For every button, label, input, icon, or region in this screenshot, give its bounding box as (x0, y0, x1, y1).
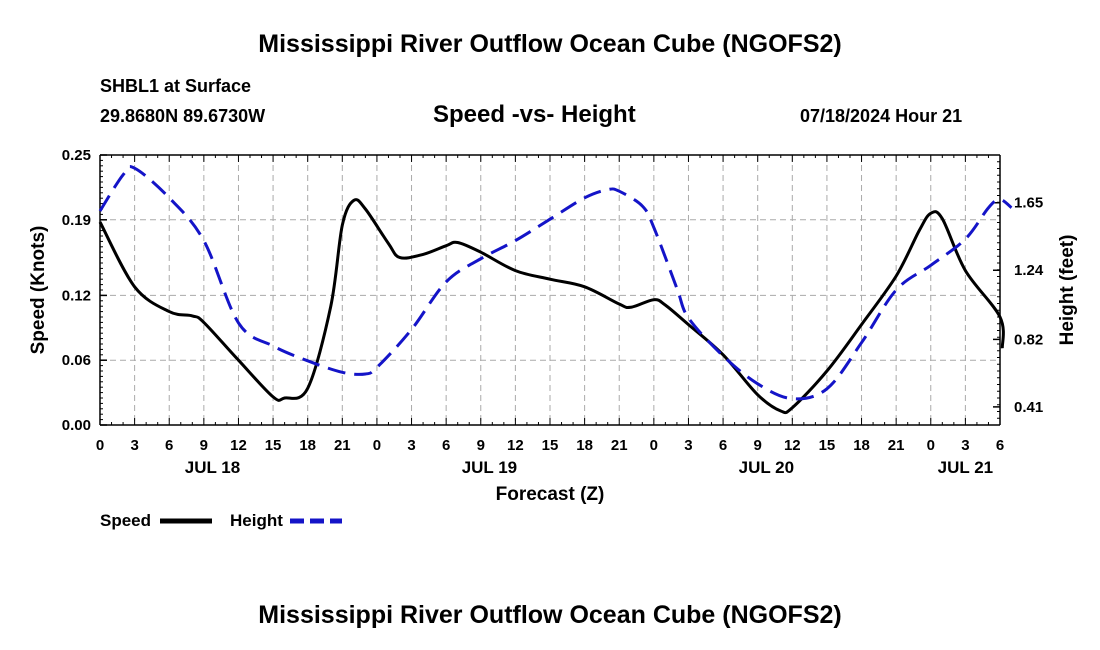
x-tick-label: 18 (299, 437, 316, 454)
day-label: JUL 18 (185, 458, 240, 477)
y-axis-label-left: Speed (Knots) (28, 226, 49, 355)
x-tick-label: 12 (784, 437, 801, 454)
forecast-datetime: 07/18/2024 Hour 21 (800, 106, 963, 126)
station-coordinates: 29.8680N 89.6730W (100, 106, 266, 126)
x-tick-label: 21 (334, 437, 351, 454)
x-tick-label: 3 (407, 437, 415, 454)
chart-title-top: Mississippi River Outflow Ocean Cube (NG… (258, 30, 842, 58)
y-tick-label-right: 0.82 (1014, 331, 1043, 348)
y-axis-label-right: Height (feet) (1057, 235, 1078, 346)
y-tick-label-left: 0.06 (62, 352, 91, 369)
x-tick-label: 15 (265, 437, 282, 454)
x-tick-label: 18 (853, 437, 870, 454)
y-tick-label-left: 0.25 (62, 147, 91, 164)
station-label: SHBL1 at Surface (100, 76, 252, 96)
y-tick-label-left: 0.19 (62, 212, 91, 229)
x-tick-label: 6 (165, 437, 173, 454)
x-tick-label: 12 (230, 437, 247, 454)
day-label: JUL 20 (739, 458, 794, 477)
x-tick-label: 3 (961, 437, 969, 454)
x-tick-label: 9 (477, 437, 485, 454)
x-tick-label: 0 (373, 437, 381, 454)
day-label: JUL 21 (938, 458, 993, 477)
x-tick-label: 21 (611, 437, 628, 454)
x-tick-label: 15 (542, 437, 559, 454)
y-tick-label-right: 0.41 (1014, 399, 1043, 416)
y-tick-label-left: 0.12 (62, 287, 91, 304)
x-tick-label: 6 (719, 437, 727, 454)
x-tick-label: 3 (130, 437, 138, 454)
chart-title-bottom: Mississippi River Outflow Ocean Cube (NG… (258, 601, 842, 629)
x-tick-label: 0 (927, 437, 935, 454)
legend-label-height: Height (230, 511, 283, 530)
x-tick-label: 0 (96, 437, 104, 454)
chart-subtitle: Speed -vs- Height (433, 101, 636, 128)
x-tick-label: 21 (888, 437, 905, 454)
x-tick-label: 9 (754, 437, 762, 454)
legend-label-speed: Speed (100, 511, 151, 530)
x-tick-label: 15 (819, 437, 836, 454)
x-tick-label: 18 (576, 437, 593, 454)
x-tick-label: 6 (996, 437, 1004, 454)
x-tick-label: 3 (684, 437, 692, 454)
x-tick-label: 0 (650, 437, 658, 454)
x-tick-label: 12 (507, 437, 524, 454)
x-tick-label: 6 (442, 437, 450, 454)
day-label: JUL 19 (462, 458, 517, 477)
x-tick-label: 9 (200, 437, 208, 454)
x-axis-label: Forecast (Z) (496, 484, 605, 505)
series-line-speed (98, 198, 1005, 415)
y-tick-label-right: 1.24 (1014, 262, 1044, 279)
y-tick-label-right: 1.65 (1014, 195, 1043, 212)
y-tick-label-left: 0.00 (62, 417, 91, 434)
series-line-height (98, 165, 1013, 401)
